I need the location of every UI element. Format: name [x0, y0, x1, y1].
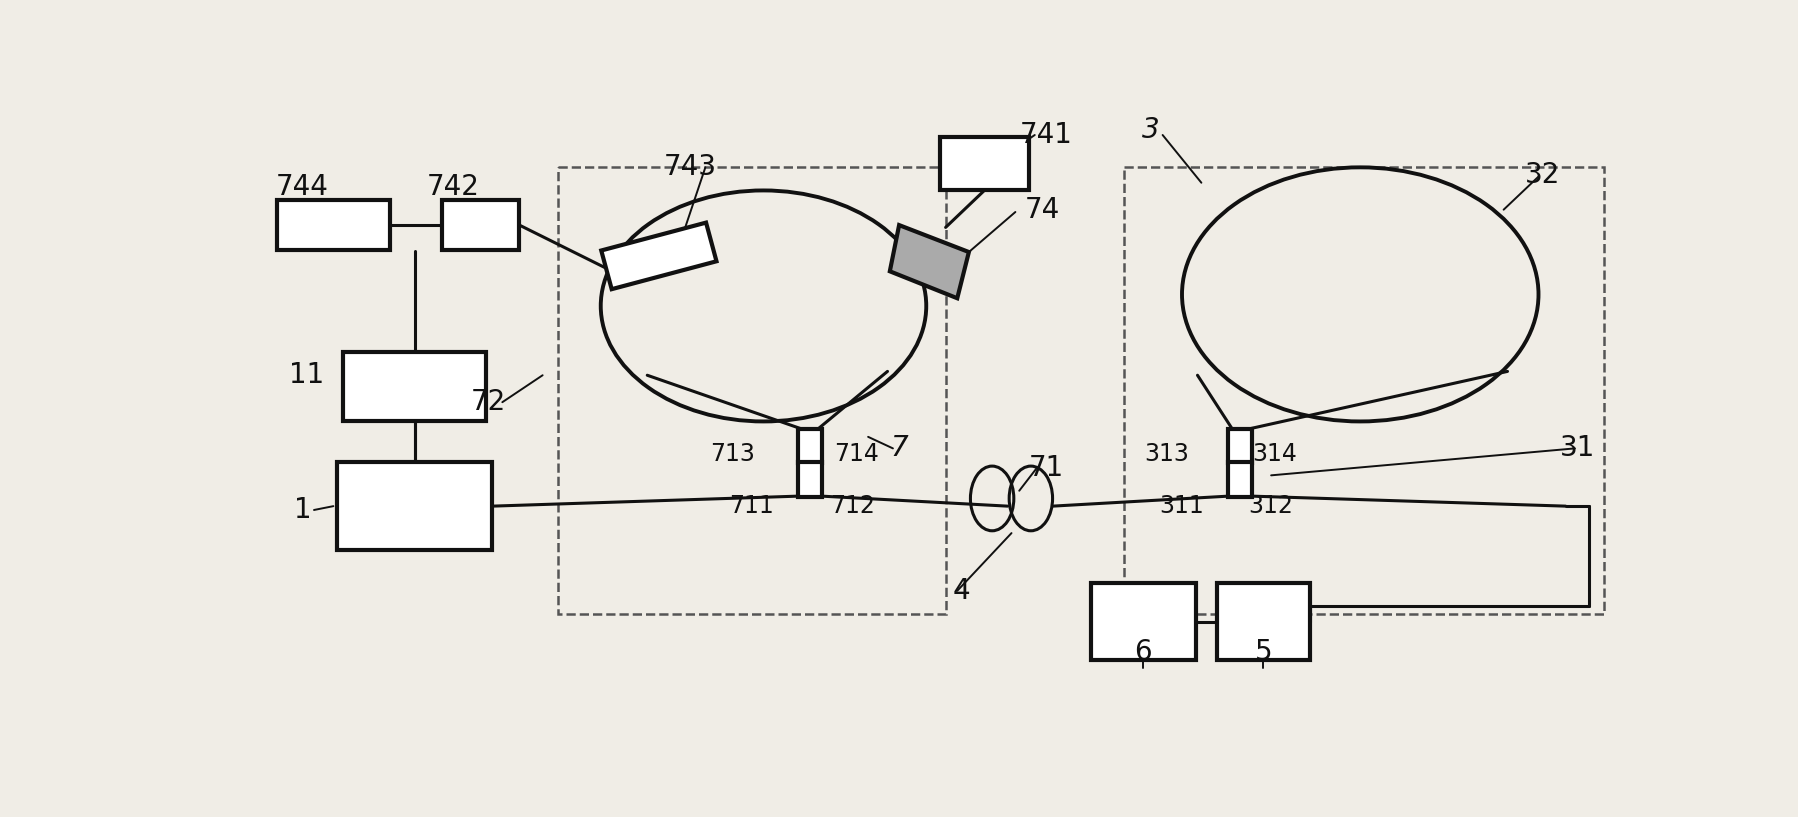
Bar	[1228, 462, 1251, 497]
Bar	[343, 352, 485, 422]
Text: 713: 713	[710, 442, 755, 466]
Bar	[557, 167, 946, 614]
Text: 71: 71	[1028, 453, 1063, 482]
Bar	[798, 429, 822, 463]
Text: 1: 1	[293, 496, 311, 524]
Text: 32: 32	[1525, 161, 1559, 189]
Text: 5: 5	[1253, 638, 1271, 667]
Text: 31: 31	[1559, 435, 1595, 462]
Text: 3: 3	[1142, 116, 1160, 145]
Text: 314: 314	[1251, 442, 1296, 466]
Bar	[1124, 167, 1604, 614]
Polygon shape	[890, 225, 969, 298]
Text: 741: 741	[1019, 121, 1072, 149]
Text: 742: 742	[426, 172, 480, 201]
Text: 11: 11	[288, 361, 324, 389]
Text: 312: 312	[1248, 494, 1293, 518]
Text: 743: 743	[663, 154, 716, 181]
Text: 72: 72	[471, 388, 505, 416]
Text: 313: 313	[1144, 442, 1188, 466]
Bar	[442, 200, 520, 250]
Bar	[798, 462, 822, 497]
Text: 4: 4	[951, 577, 969, 605]
Text: 714: 714	[834, 442, 879, 466]
Polygon shape	[601, 222, 716, 289]
Text: 311: 311	[1160, 494, 1203, 518]
Text: 744: 744	[275, 172, 329, 201]
Bar	[277, 200, 390, 250]
Bar	[939, 136, 1028, 190]
Text: 74: 74	[1025, 196, 1059, 224]
Text: 711: 711	[730, 494, 773, 518]
Bar	[1228, 429, 1251, 463]
Text: 712: 712	[829, 494, 874, 518]
Bar	[1090, 583, 1196, 660]
Text: 7: 7	[890, 435, 908, 462]
Text: 6: 6	[1135, 638, 1151, 667]
Bar	[1215, 583, 1309, 660]
Bar	[336, 462, 493, 551]
